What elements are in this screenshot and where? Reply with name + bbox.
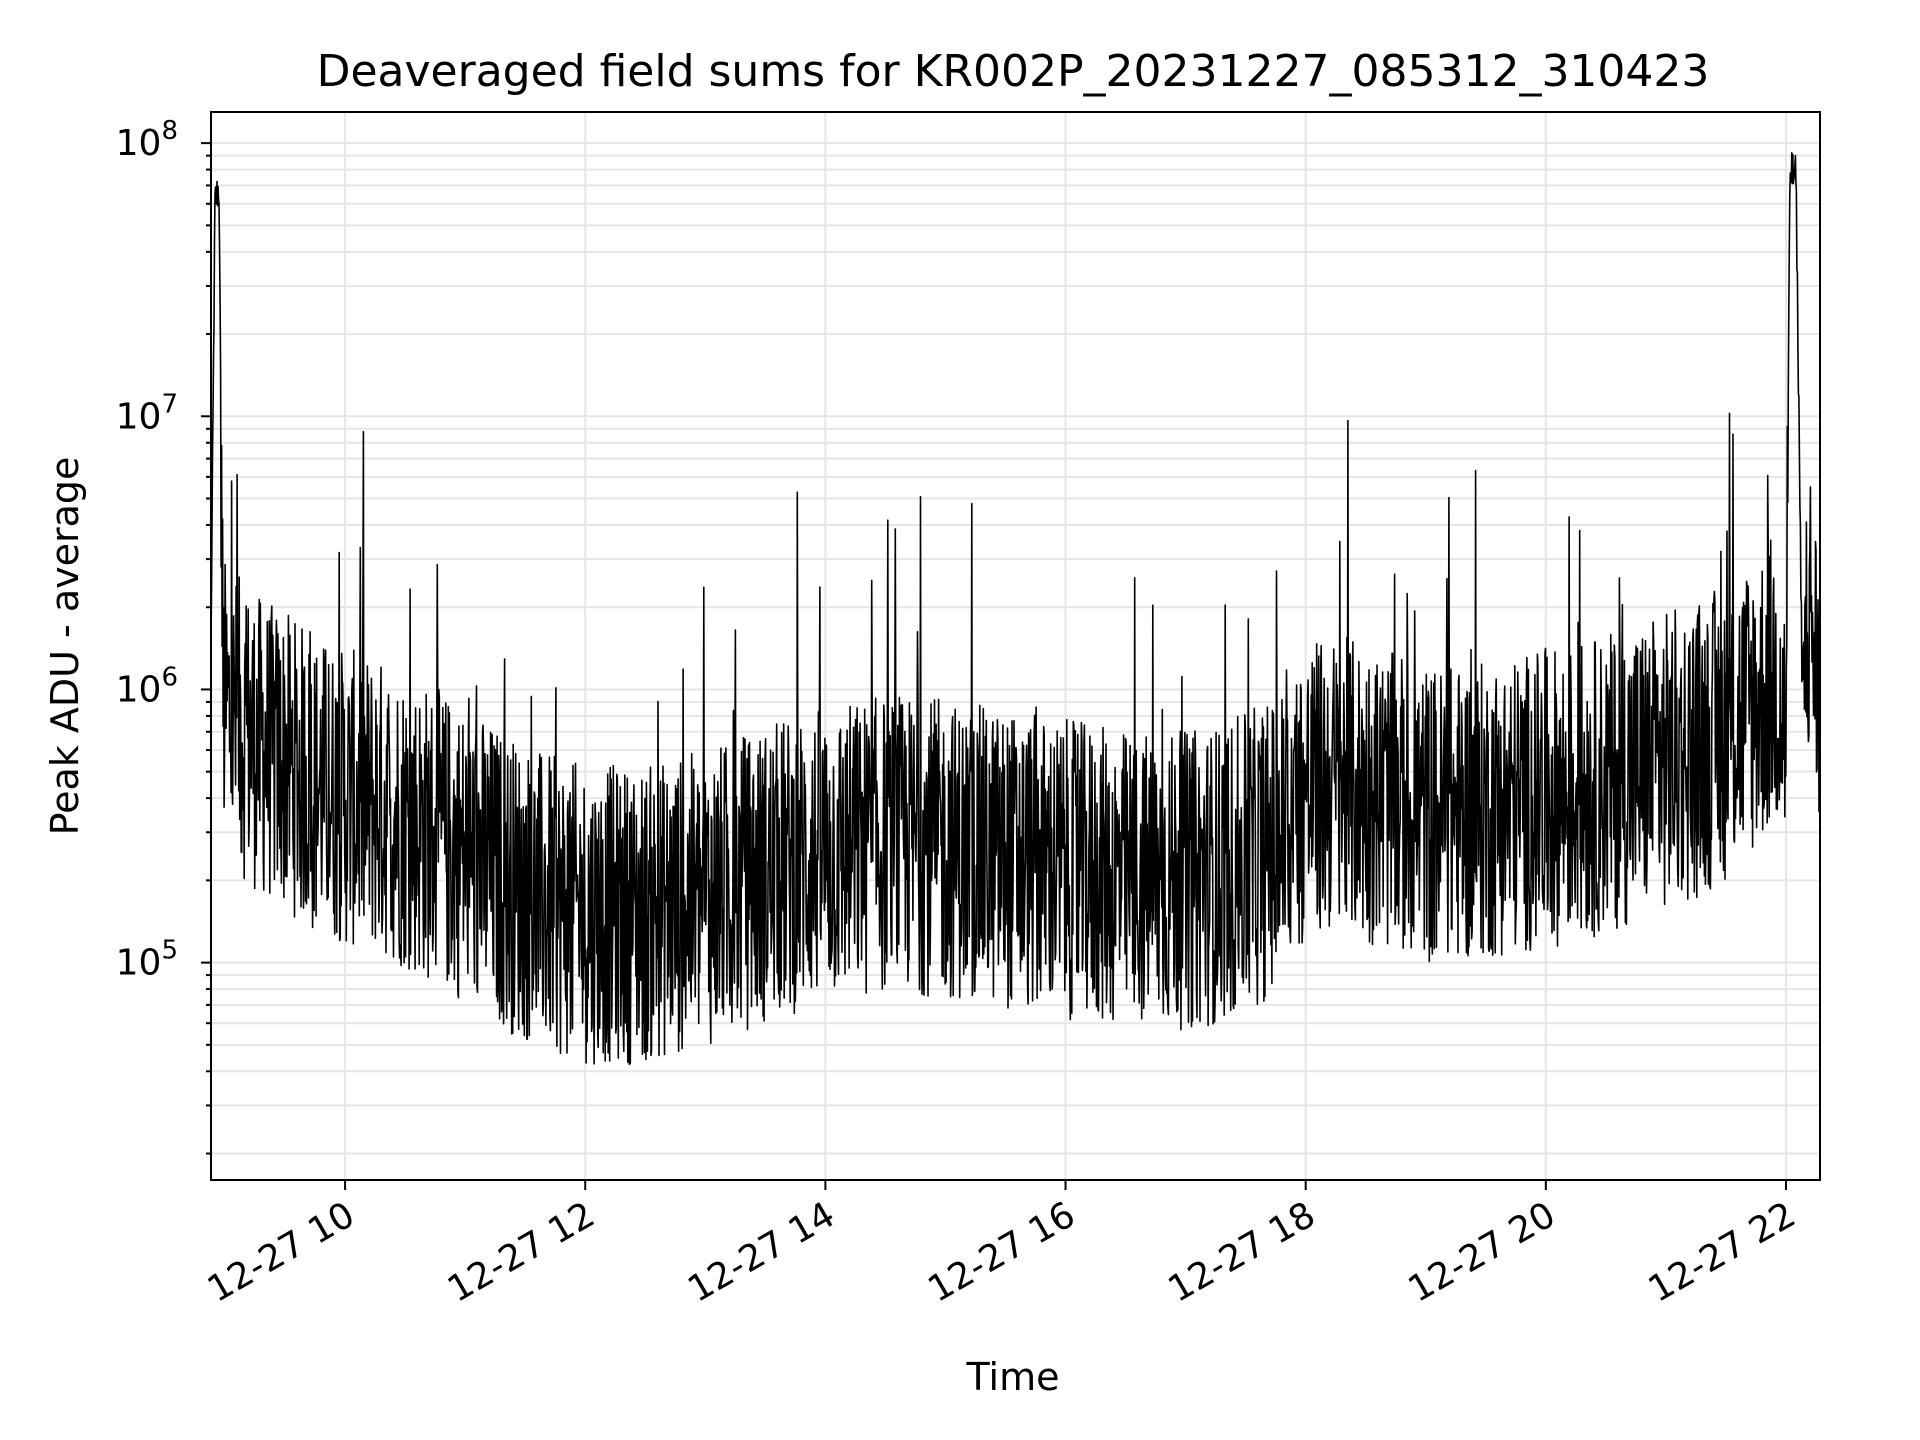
plot-frame <box>210 111 1821 1181</box>
chart-title: Deaveraged field sums for KR002P_2023122… <box>317 46 1710 97</box>
x-axis-label: Time <box>966 1355 1060 1399</box>
series-line <box>210 152 1821 1066</box>
y-tick-label: 107 <box>116 389 178 437</box>
y-axis-label: Peak ADU - average <box>43 457 87 836</box>
y-tick-label: 108 <box>116 116 178 164</box>
y-tick-label: 106 <box>116 662 178 710</box>
y-tick-label: 105 <box>116 936 178 984</box>
data-series <box>210 152 1821 1066</box>
